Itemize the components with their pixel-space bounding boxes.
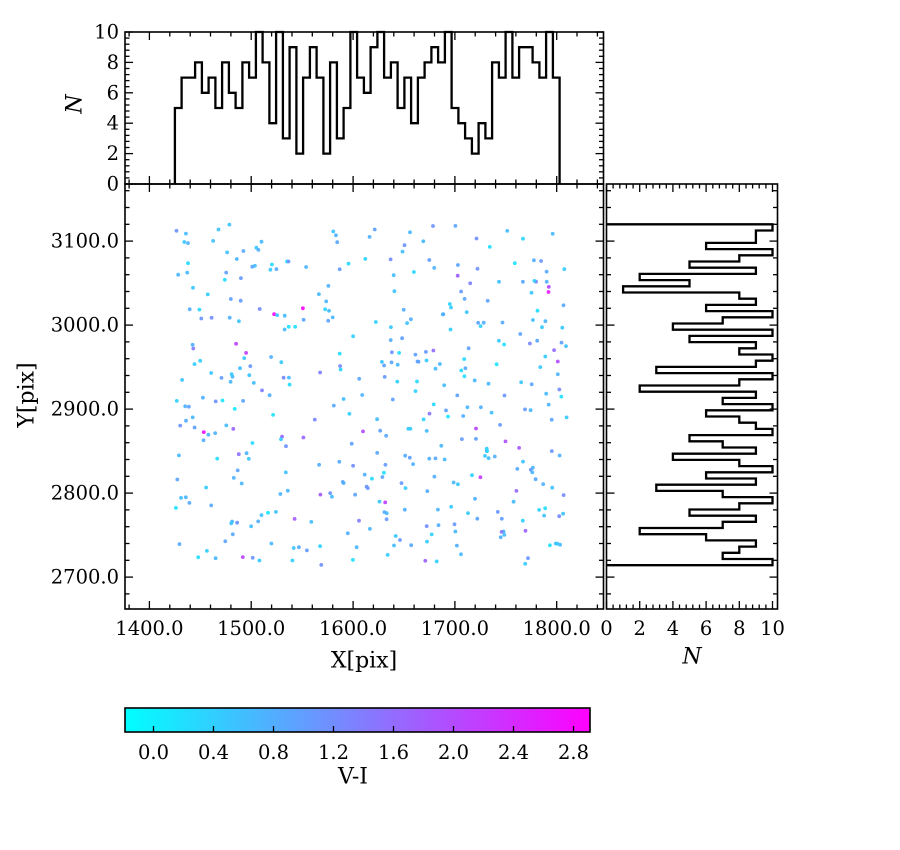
svg-text:6: 6 <box>107 81 119 104</box>
svg-text:2700.0: 2700.0 <box>51 566 119 589</box>
scatter-points <box>174 222 569 567</box>
svg-text:2: 2 <box>633 617 645 640</box>
svg-text:3100.0: 3100.0 <box>51 230 119 253</box>
svg-text:0.8: 0.8 <box>258 741 289 764</box>
colorbar-gradient <box>125 708 590 732</box>
svg-text:6: 6 <box>700 617 712 640</box>
svg-text:2.0: 2.0 <box>438 741 469 764</box>
svg-text:2900.0: 2900.0 <box>51 398 119 421</box>
svg-text:1500.0: 1500.0 <box>217 617 285 640</box>
y-axis-label: Y[pix] <box>14 362 40 428</box>
tick-marks <box>125 31 778 732</box>
x-axis-label: X[pix] <box>330 648 398 674</box>
svg-text:0: 0 <box>107 173 119 196</box>
svg-text:0.0: 0.0 <box>138 741 169 764</box>
svg-text:1700.0: 1700.0 <box>421 617 489 640</box>
svg-text:10: 10 <box>760 617 785 640</box>
svg-text:8: 8 <box>733 617 745 640</box>
right-histogram <box>606 223 774 567</box>
svg-text:1800.0: 1800.0 <box>523 617 591 640</box>
colorbar-label: V-I <box>338 764 368 790</box>
tick-labels: 1400.0 1500.0 1600.0 1700.0 1800.02700.02800… <box>51 21 785 765</box>
svg-text:2.8: 2.8 <box>558 741 589 764</box>
svg-text:1.6: 1.6 <box>378 741 409 764</box>
svg-text:1.2: 1.2 <box>318 741 349 764</box>
svg-text:2.4: 2.4 <box>498 741 529 764</box>
svg-text:2800.0: 2800.0 <box>51 482 119 505</box>
svg-text:0: 0 <box>600 617 612 640</box>
svg-text:4: 4 <box>667 617 679 640</box>
svg-text:1600.0: 1600.0 <box>319 617 387 640</box>
svg-text:2: 2 <box>107 142 119 165</box>
right-hist-count-label: N <box>682 644 702 670</box>
svg-text:4: 4 <box>107 112 119 135</box>
axes-frames <box>124 31 779 733</box>
svg-text:10: 10 <box>94 21 119 44</box>
svg-text:8: 8 <box>107 51 119 74</box>
top-histogram <box>173 30 561 184</box>
svg-text:3000.0: 3000.0 <box>51 314 119 337</box>
svg-text:0.4: 0.4 <box>198 741 229 764</box>
svg-text:1400.0: 1400.0 <box>115 617 183 640</box>
top-hist-count-label: N <box>62 94 88 114</box>
